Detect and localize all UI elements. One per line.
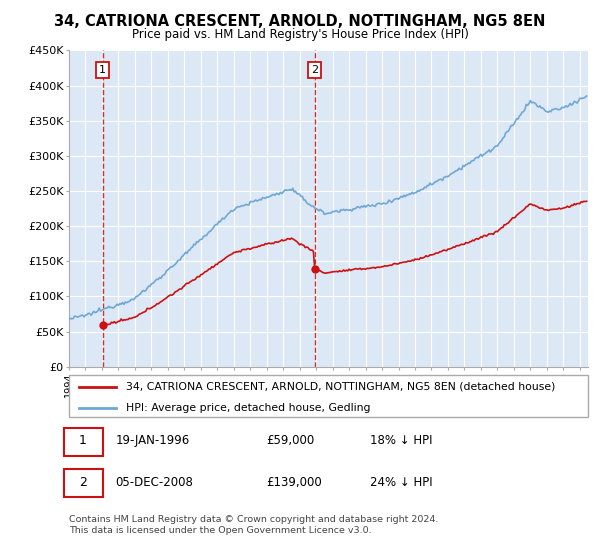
Text: 05-DEC-2008: 05-DEC-2008 [116, 476, 194, 489]
Text: HPI: Average price, detached house, Gedling: HPI: Average price, detached house, Gedl… [126, 403, 371, 413]
Text: 19-JAN-1996: 19-JAN-1996 [116, 435, 190, 447]
Text: £59,000: £59,000 [266, 435, 314, 447]
FancyBboxPatch shape [64, 469, 103, 497]
Text: Price paid vs. HM Land Registry's House Price Index (HPI): Price paid vs. HM Land Registry's House … [131, 28, 469, 41]
Text: 2: 2 [311, 65, 319, 75]
Text: 18% ↓ HPI: 18% ↓ HPI [370, 435, 433, 447]
Text: 34, CATRIONA CRESCENT, ARNOLD, NOTTINGHAM, NG5 8EN (detached house): 34, CATRIONA CRESCENT, ARNOLD, NOTTINGHA… [126, 382, 556, 392]
FancyBboxPatch shape [69, 375, 588, 417]
Text: 24% ↓ HPI: 24% ↓ HPI [370, 476, 433, 489]
Text: 2: 2 [79, 476, 87, 489]
FancyBboxPatch shape [64, 428, 103, 456]
Text: 1: 1 [99, 65, 106, 75]
Text: Contains HM Land Registry data © Crown copyright and database right 2024.: Contains HM Land Registry data © Crown c… [69, 515, 439, 524]
Text: This data is licensed under the Open Government Licence v3.0.: This data is licensed under the Open Gov… [69, 526, 371, 535]
Text: £139,000: £139,000 [266, 476, 322, 489]
Text: 34, CATRIONA CRESCENT, ARNOLD, NOTTINGHAM, NG5 8EN: 34, CATRIONA CRESCENT, ARNOLD, NOTTINGHA… [55, 14, 545, 29]
Text: 1: 1 [79, 435, 87, 447]
